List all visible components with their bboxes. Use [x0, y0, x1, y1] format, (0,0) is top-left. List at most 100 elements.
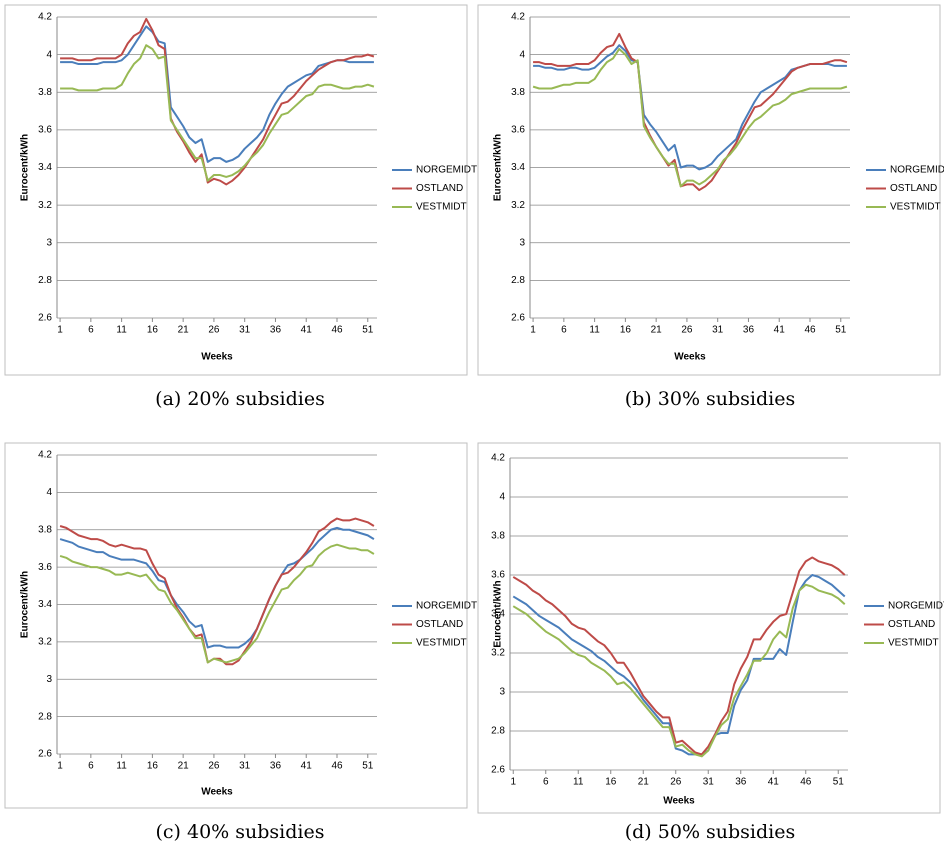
x-axis-label: Weeks: [201, 787, 233, 798]
x-tick-label: 16: [620, 325, 632, 336]
chart-frame: [477, 442, 941, 814]
series-line: [533, 32, 848, 192]
x-tick-label: 16: [147, 325, 159, 336]
x-tick-label: 41: [301, 761, 313, 772]
legend-label: VESTMIDT: [890, 202, 941, 213]
legend-label: NORGEMIDT: [416, 601, 477, 612]
x-tick-label: 21: [638, 777, 650, 788]
legend-label: OSTLAND: [890, 183, 937, 194]
x-tick-label: 36: [743, 325, 755, 336]
y-tick-label: 3: [46, 237, 52, 248]
y-tick-label: 3: [46, 674, 52, 685]
y-tick-label: 2.8: [491, 726, 505, 737]
x-tick-label: 21: [651, 325, 663, 336]
x-tick-label: 31: [239, 761, 251, 772]
series-line: [532, 47, 848, 188]
y-tick-label: 2.8: [38, 711, 52, 722]
x-tick-label: 11: [116, 325, 127, 336]
chart-frame: [4, 442, 468, 809]
y-tick-label: 3: [519, 237, 525, 248]
y-tick-label: 4.2: [491, 453, 505, 464]
legend-label: OSTLAND: [416, 619, 463, 630]
y-tick-label: 3.6: [491, 570, 505, 581]
x-tick-label: 6: [88, 325, 94, 336]
y-tick-label: 4: [46, 487, 52, 498]
x-tick-label: 26: [670, 777, 682, 788]
y-tick-label: 4.2: [511, 12, 525, 23]
y-axis-label: Eurocent/kWh: [493, 134, 504, 201]
legend-label: NORGEMIDT: [416, 165, 477, 176]
x-tick-label: 1: [57, 325, 63, 336]
x-tick-label: 31: [239, 325, 251, 336]
series-line: [60, 44, 375, 182]
series-line: [512, 556, 846, 756]
legend-label: VESTMIDT: [416, 638, 467, 649]
x-tick-label: 11: [589, 325, 600, 336]
x-tick-label: 46: [804, 325, 816, 336]
series-line: [512, 583, 846, 758]
x-tick-label: 36: [735, 777, 747, 788]
x-tick-label: 16: [147, 761, 159, 772]
y-tick-label: 3.4: [491, 609, 505, 620]
x-tick-label: 16: [605, 777, 617, 788]
x-tick-label: 31: [712, 325, 724, 336]
y-tick-label: 2.6: [491, 765, 505, 776]
x-tick-label: 41: [301, 325, 313, 336]
x-tick-label: 26: [208, 761, 220, 772]
x-axis-label: Weeks: [201, 352, 233, 363]
legend-label: NORGEMIDT: [890, 165, 944, 176]
y-tick-label: 2.8: [511, 275, 525, 286]
y-tick-label: 4.2: [38, 450, 52, 461]
y-tick-label: 3.8: [38, 87, 52, 98]
x-tick-label: 36: [270, 761, 282, 772]
y-tick-label: 3.4: [38, 162, 52, 173]
y-tick-label: 3.2: [38, 637, 52, 648]
series-line: [59, 526, 375, 649]
x-tick-label: 41: [768, 777, 780, 788]
series-line: [60, 25, 374, 163]
legend-label: OSTLAND: [416, 183, 463, 194]
caption: (b) 30% subsidies: [625, 388, 796, 410]
chart-frame: [477, 4, 941, 376]
x-tick-label: 6: [88, 761, 94, 772]
legend-label: OSTLAND: [888, 619, 935, 630]
x-tick-label: 11: [116, 761, 127, 772]
y-tick-label: 3.2: [491, 648, 505, 659]
x-axis-label: Weeks: [674, 352, 706, 363]
y-tick-label: 3.8: [38, 524, 52, 535]
y-tick-label: 3.4: [38, 599, 52, 610]
y-tick-label: 3.6: [511, 125, 525, 136]
x-tick-label: 1: [57, 761, 63, 772]
x-tick-label: 1: [510, 777, 516, 788]
y-tick-label: 3.4: [511, 162, 525, 173]
caption: (c) 40% subsidies: [156, 821, 325, 843]
y-tick-label: 3.8: [511, 87, 525, 98]
x-axis-label: Weeks: [663, 796, 695, 807]
y-tick-label: 3: [499, 687, 505, 698]
x-tick-label: 51: [835, 325, 847, 336]
x-tick-label: 46: [331, 325, 343, 336]
x-tick-label: 31: [703, 777, 715, 788]
legend-label: NORGEMIDT: [888, 601, 944, 612]
series-line: [60, 17, 375, 186]
y-tick-label: 2.6: [38, 313, 52, 324]
y-tick-label: 3.6: [38, 562, 52, 573]
y-tick-label: 4: [499, 492, 505, 503]
y-tick-label: 4.2: [38, 12, 52, 23]
y-axis-label: Eurocent/kWh: [20, 134, 31, 201]
x-tick-label: 21: [178, 761, 190, 772]
series-line: [59, 543, 375, 664]
x-tick-label: 46: [800, 777, 812, 788]
x-tick-label: 21: [178, 325, 190, 336]
x-tick-label: 6: [561, 325, 567, 336]
x-tick-label: 51: [362, 761, 374, 772]
x-tick-label: 36: [270, 325, 282, 336]
y-axis-label: Eurocent/kWh: [20, 571, 31, 638]
legend-label: VESTMIDT: [416, 202, 467, 213]
x-tick-label: 11: [573, 777, 584, 788]
x-tick-label: 26: [681, 325, 693, 336]
x-tick-label: 26: [208, 325, 220, 336]
y-axis-label: Eurocent/kWh: [493, 580, 504, 647]
chart-frame: [4, 4, 468, 376]
